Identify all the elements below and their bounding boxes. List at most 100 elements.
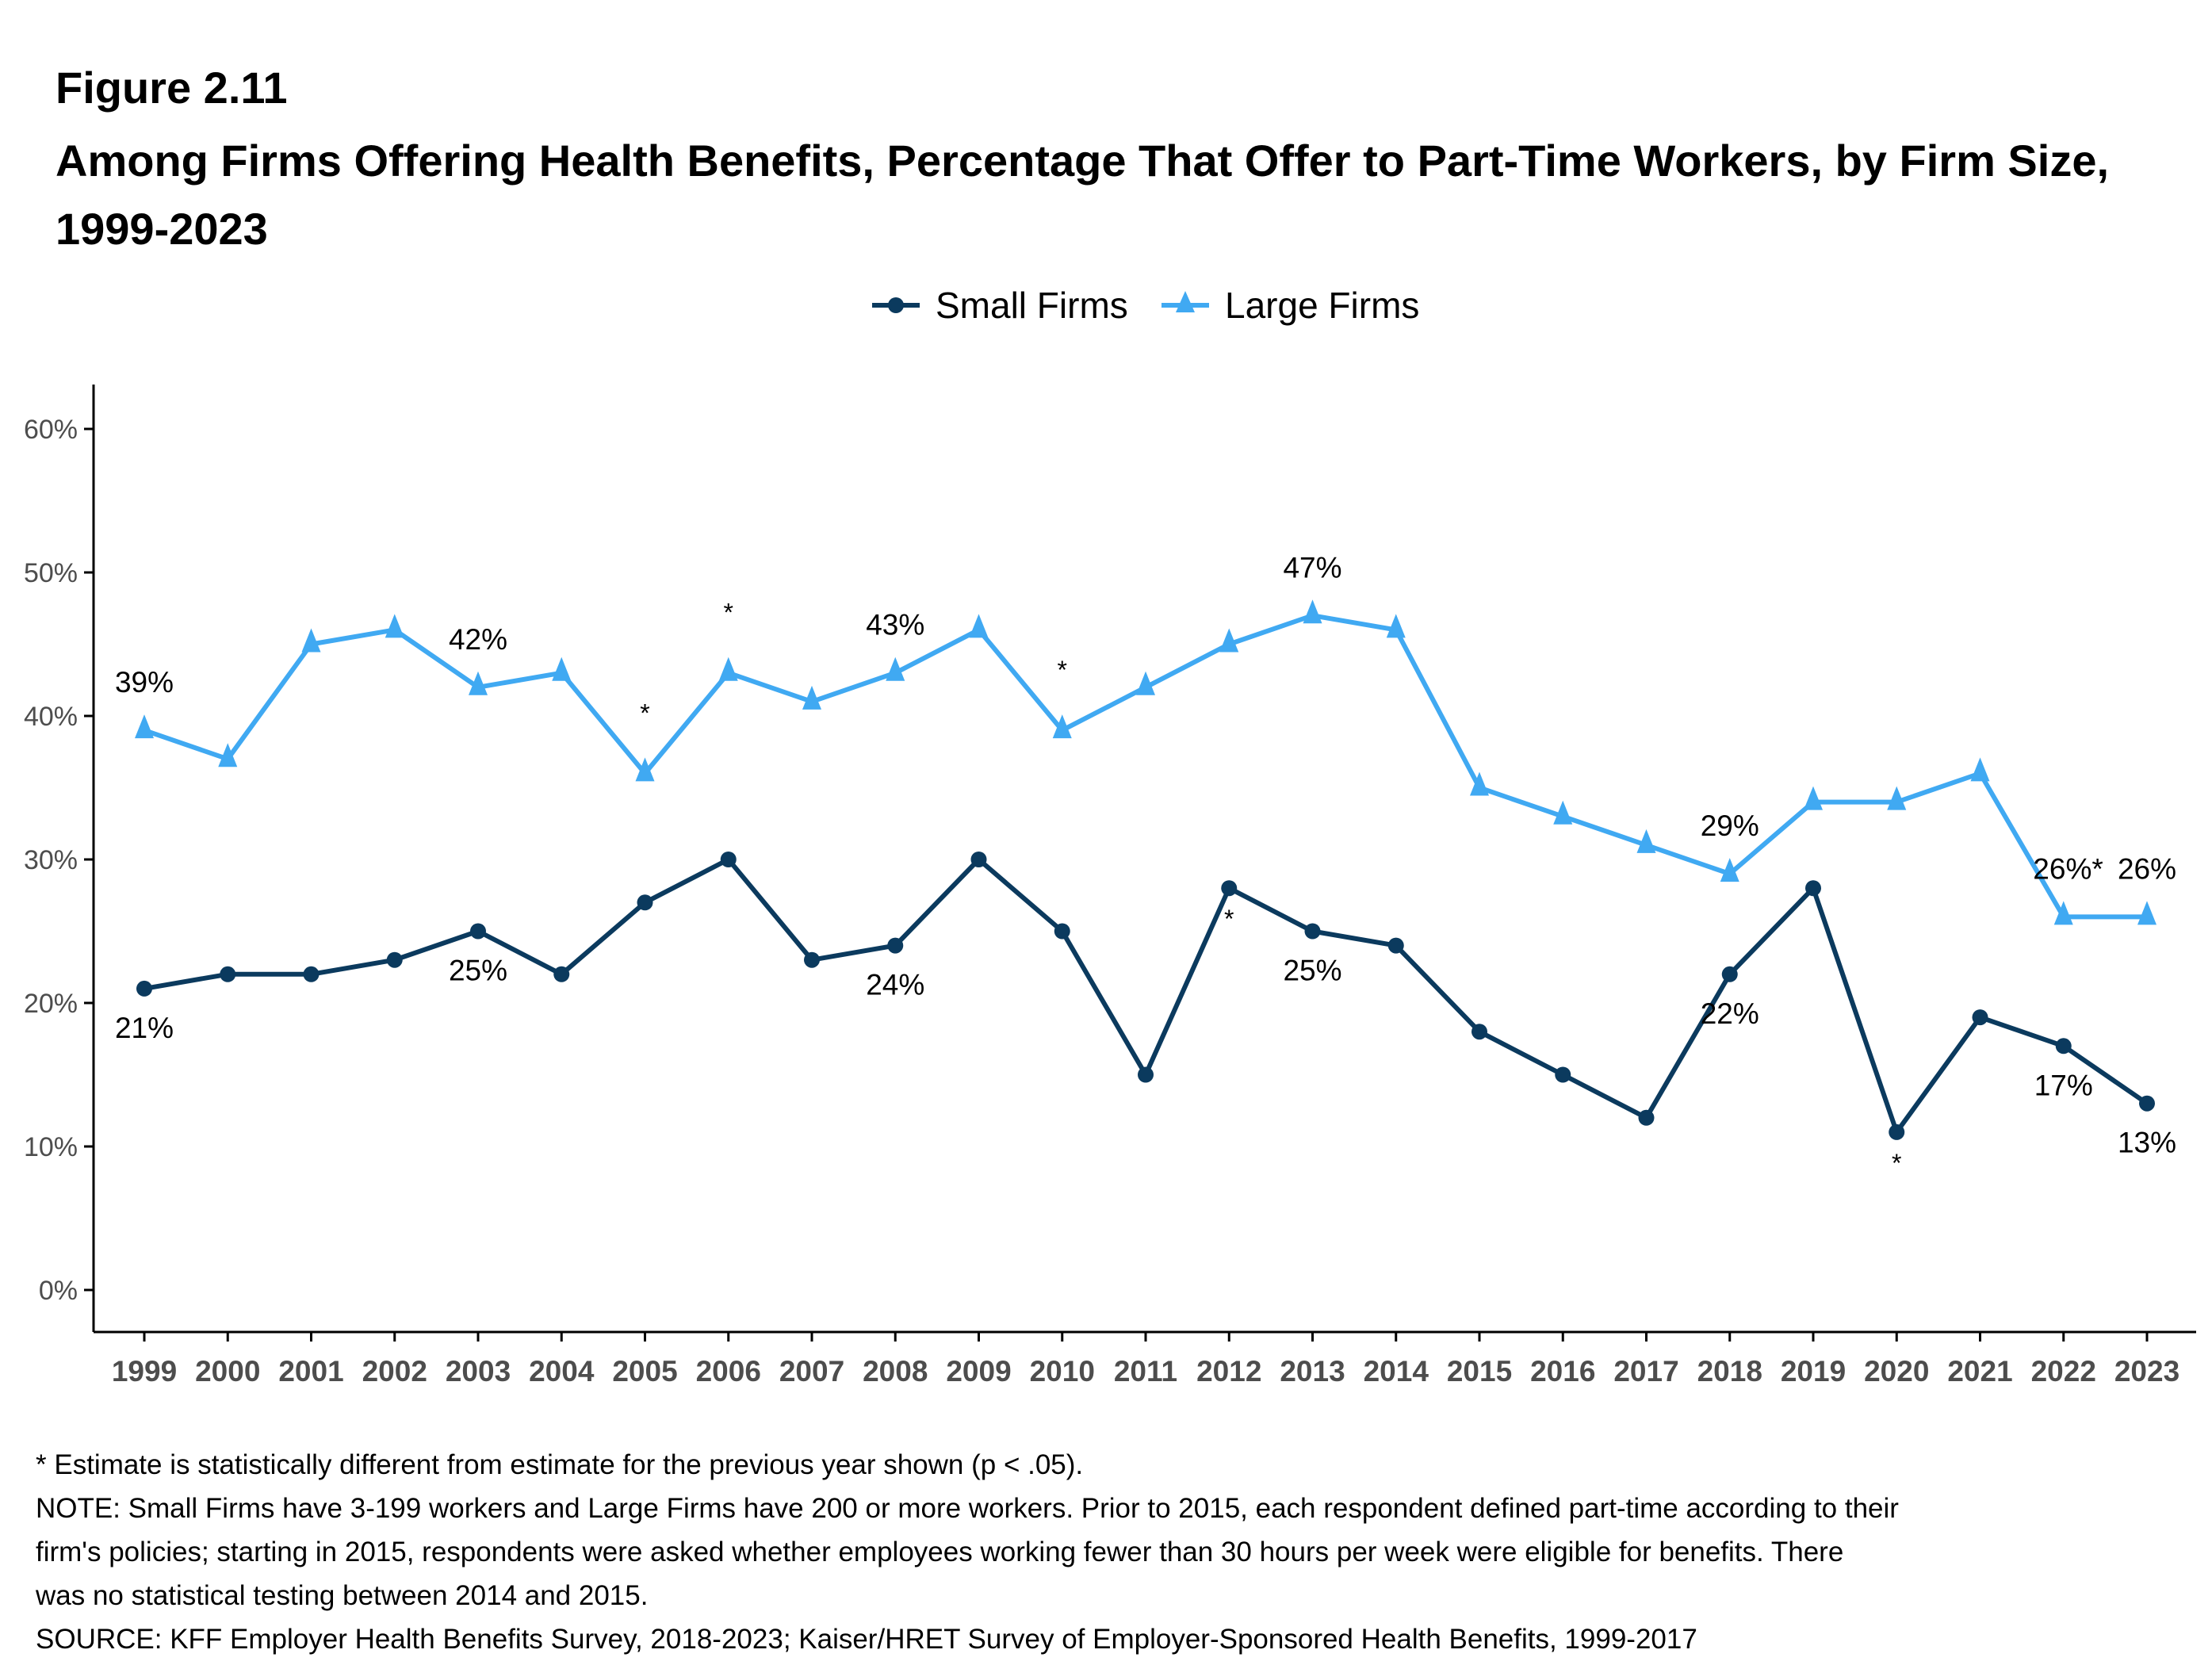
small-firms-value-label: 25% xyxy=(449,955,507,987)
large-firms-point xyxy=(1470,771,1489,796)
x-tick-label: 2012 xyxy=(1196,1355,1261,1388)
small-firms-point xyxy=(1638,1109,1655,1126)
large-firms-point xyxy=(718,656,738,681)
footnote-note-line-2: firm's policies; starting in 2015, respo… xyxy=(36,1537,1844,1567)
legend-small-firms-marker xyxy=(888,297,904,313)
large-firms-point xyxy=(1052,714,1072,739)
large-firms-value-label: 43% xyxy=(866,609,924,641)
small-firms-point xyxy=(1054,923,1070,940)
large-firms-point xyxy=(469,671,488,695)
large-firms-point xyxy=(1136,671,1155,695)
x-tick-label: 2000 xyxy=(195,1355,260,1388)
large-firms-value-label: 29% xyxy=(1701,810,1759,842)
large-firms-point xyxy=(2137,901,2157,925)
x-tick-label: 2020 xyxy=(1864,1355,1929,1388)
footnotes: * Estimate is statistically different fr… xyxy=(36,1443,2176,1661)
small-firms-point xyxy=(887,937,904,954)
figure-label: Figure 2.11 xyxy=(55,63,288,113)
large-firms-point xyxy=(1219,628,1239,653)
footnote-note-line-1: NOTE: Small Firms have 3-199 workers and… xyxy=(36,1493,1899,1524)
y-tick-label: 50% xyxy=(24,558,78,588)
small-firms-significance-mark: * xyxy=(1224,905,1234,933)
large-firms-point xyxy=(1887,786,1907,810)
x-tick-label: 2021 xyxy=(1947,1355,2012,1388)
x-tick-label: 2008 xyxy=(863,1355,928,1388)
large-firms-point xyxy=(1804,786,1823,810)
small-firms-point xyxy=(2139,1095,2155,1112)
large-firms-point xyxy=(1303,599,1322,624)
y-tick-label: 60% xyxy=(24,415,78,445)
y-tick-label: 10% xyxy=(24,1132,78,1162)
x-tick-label: 2016 xyxy=(1530,1355,1595,1388)
large-firms-value-label: 42% xyxy=(449,623,507,656)
x-tick-label: 2019 xyxy=(1781,1355,1846,1388)
x-tick-label: 2007 xyxy=(779,1355,844,1388)
small-firms-point xyxy=(2055,1038,2072,1054)
large-firms-value-label: 39% xyxy=(115,666,174,699)
small-firms-point xyxy=(1972,1009,1988,1026)
small-firms-point xyxy=(1889,1123,1905,1140)
small-firms-point xyxy=(470,923,486,940)
x-tick-label: 2009 xyxy=(946,1355,1011,1388)
legend-large-firms-label: Large Firms xyxy=(1225,285,1419,326)
x-tick-label: 2004 xyxy=(529,1355,595,1388)
small-firms-point xyxy=(1555,1066,1571,1083)
large-firms-point xyxy=(1970,757,1990,782)
large-firms-line xyxy=(144,613,2147,920)
large-firms-point xyxy=(1386,614,1406,638)
small-firms-value-label: 24% xyxy=(866,969,924,1001)
large-firms-point xyxy=(886,656,905,681)
small-firms-point xyxy=(1387,937,1404,954)
x-tick-label: 2005 xyxy=(612,1355,677,1388)
small-firms-point xyxy=(637,894,653,911)
y-tick-label: 40% xyxy=(24,702,78,732)
small-firms-value-label: 22% xyxy=(1701,997,1759,1030)
large-firms-point xyxy=(635,757,655,782)
x-tick-label: 2018 xyxy=(1697,1355,1762,1388)
x-tick-label: 2022 xyxy=(2031,1355,2096,1388)
small-firms-point xyxy=(1805,880,1821,897)
small-firms-point xyxy=(1221,880,1238,897)
y-tick-label: 20% xyxy=(24,989,78,1019)
x-tick-label: 2006 xyxy=(696,1355,761,1388)
large-firms-point xyxy=(969,614,989,638)
y-tick-label: 30% xyxy=(24,845,78,875)
x-tick-label: 2002 xyxy=(362,1355,427,1388)
legend-small-firms-label: Small Firms xyxy=(936,285,1128,326)
x-tick-label: 2015 xyxy=(1447,1355,1512,1388)
small-firms-point xyxy=(804,951,820,968)
small-firms-point xyxy=(220,966,236,982)
large-firms-point xyxy=(385,614,404,638)
large-firms-value-label: 26% xyxy=(2118,852,2176,885)
large-firms-significance-mark: * xyxy=(724,599,733,627)
x-tick-label: 2013 xyxy=(1280,1355,1345,1388)
small-firms-point xyxy=(553,966,570,982)
footnote-source: SOURCE: KFF Employer Health Benefits Sur… xyxy=(36,1624,1697,1655)
x-tick-label: 1999 xyxy=(112,1355,177,1388)
small-firms-point xyxy=(1138,1066,1154,1083)
small-firms-line xyxy=(144,857,2149,1135)
small-firms-point xyxy=(136,980,152,997)
small-firms-point xyxy=(1471,1024,1487,1040)
large-firms-value-label: 26%* xyxy=(2033,852,2103,885)
x-tick-label: 2017 xyxy=(1613,1355,1678,1388)
large-firms-point xyxy=(1636,829,1656,853)
small-firms-value-label: 21% xyxy=(115,1012,174,1044)
footnote-note-line-3: was no statistical testing between 2014 … xyxy=(36,1580,649,1611)
large-firms-point xyxy=(552,656,572,681)
chart-title: Among Firms Offering Health Benefits, Pe… xyxy=(55,136,2110,254)
legend-large-firms-marker xyxy=(1176,291,1195,312)
large-firms-value-label: 47% xyxy=(1283,551,1341,584)
large-firms-point xyxy=(135,714,154,739)
footnote-significance: * Estimate is statistically different fr… xyxy=(36,1449,1084,1480)
x-tick-label: 2003 xyxy=(446,1355,511,1388)
large-firms-point xyxy=(301,628,321,653)
y-tick-label: 0% xyxy=(39,1276,78,1306)
small-firms-point xyxy=(970,852,987,867)
small-firms-point xyxy=(1721,966,1738,982)
x-tick-label: 2010 xyxy=(1030,1355,1095,1388)
small-firms-significance-mark: * xyxy=(1892,1149,1901,1177)
large-firms-significance-mark: * xyxy=(640,699,649,727)
line-chart: 0% 10% 20% 30% 40% 50% 60% 1999 2000 2001 2002 2003… xyxy=(24,285,2196,1388)
large-firms-point xyxy=(1720,858,1739,882)
